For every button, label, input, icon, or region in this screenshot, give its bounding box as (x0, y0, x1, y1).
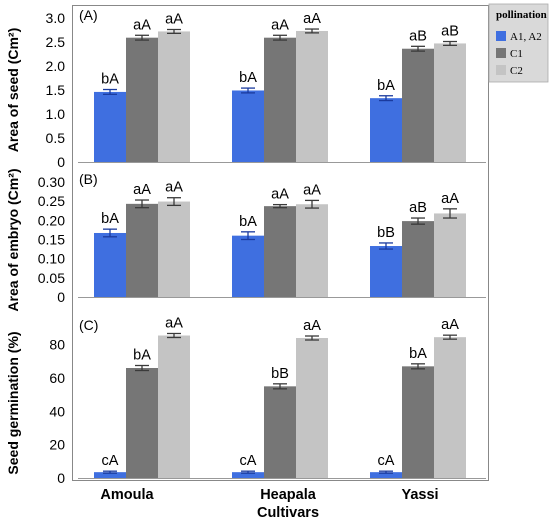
legend-swatch-c2 (496, 65, 506, 75)
bar-c2-heapala (296, 204, 328, 297)
bar-a1a2-heapala (232, 235, 264, 297)
y-axis-label: Area of embryo (Cm²) (5, 168, 21, 311)
bar-c2-amoula (158, 201, 190, 297)
y-tick-label: 2.5 (46, 34, 66, 50)
bar-c1-heapala (264, 37, 296, 162)
data-label: cA (378, 453, 395, 469)
bar-a1a2-amoula (94, 232, 126, 297)
data-label: aA (441, 317, 459, 333)
bar-a1a2-heapala (232, 472, 264, 478)
data-label: bA (133, 348, 151, 364)
y-tick-label: 0.30 (38, 174, 65, 190)
data-label: aA (441, 191, 459, 207)
bar-c2-yassi (434, 43, 466, 162)
data-label: cA (102, 453, 119, 469)
data-label: aA (165, 316, 183, 332)
data-label: bA (239, 214, 257, 230)
bar-a1a2-yassi (370, 472, 402, 478)
y-tick-label: 40 (49, 403, 65, 419)
y-tick-label: 80 (49, 337, 65, 353)
bar-c1-yassi (402, 366, 434, 478)
y-tick-label: 0.05 (38, 270, 65, 286)
y-tick-label: 2.0 (46, 58, 66, 74)
category-label-amoula: Amoula (100, 487, 154, 503)
data-label: aA (133, 182, 151, 198)
data-label: aA (303, 11, 321, 27)
data-label: aA (271, 187, 289, 203)
panels: (A) Area of seed (Cm²) 0 0.5 1.0 1.5 2.0 2.5 3.0… (5, 7, 486, 486)
bar-c1-yassi (402, 48, 434, 162)
bar-c2-heapala (296, 338, 328, 478)
x-axis-title: Cultivars (257, 505, 319, 521)
data-label: bA (239, 70, 257, 86)
y-tick-label: 0.10 (38, 251, 65, 267)
bar-a1a2-heapala (232, 90, 264, 162)
y-tick-label: 1.5 (46, 82, 66, 98)
bar-a1a2-yassi (370, 246, 402, 297)
data-label: aA (303, 318, 321, 334)
y-axis-label: Area of seed (Cm²) (5, 28, 21, 152)
legend-swatch-a1a2 (496, 31, 506, 41)
legend-label-c1: C1 (510, 48, 523, 60)
y-tick-label: 60 (49, 370, 65, 386)
data-label: bA (409, 346, 427, 362)
y-tick-label: 1.0 (46, 106, 66, 122)
panel-3: (C) Seed germination (%) 0 20 40 60 80 cA cA cA bA… (5, 316, 486, 486)
bar-c1-amoula (126, 37, 158, 162)
bar-a1a2-yassi (370, 98, 402, 162)
y-tick-label: 0 (57, 289, 65, 305)
y-tick-label: 0 (57, 470, 65, 486)
panel-letter: (C) (79, 317, 98, 333)
y-tick-label: 20 (49, 437, 65, 453)
category-label-heapala: Heapala (260, 487, 317, 503)
bar-a1a2-amoula (94, 472, 126, 478)
data-label: aA (303, 182, 321, 198)
panel-2: (B) Area of embryo (Cm²) 0 0.05 0.10 0.15 0.20… (5, 168, 486, 312)
bar-c2-yassi (434, 213, 466, 297)
data-label: bB (377, 225, 395, 241)
y-tick-label: 0.20 (38, 212, 65, 228)
legend-label-a1a2: A1, A2 (510, 31, 542, 43)
legend: pollination A1, A2 C1 C2 (488, 3, 549, 83)
data-label: aB (409, 200, 427, 216)
y-tick-label: 3.0 (46, 10, 66, 26)
data-label: aA (271, 17, 289, 33)
bar-a1a2-amoula (94, 91, 126, 162)
category-label-yassi: Yassi (401, 487, 438, 503)
data-label: bA (101, 211, 119, 227)
bar-c2-amoula (158, 31, 190, 162)
bar-c2-heapala (296, 30, 328, 163)
panel-1: (A) Area of seed (Cm²) 0 0.5 1.0 1.5 2.0 2.5 3.0… (5, 7, 486, 170)
bar-c2-yassi (434, 337, 466, 478)
bar-c2-amoula (158, 335, 190, 478)
bar-c1-heapala (264, 386, 296, 478)
data-label: cA (240, 453, 257, 469)
legend-swatch-c1 (496, 48, 506, 58)
data-label: aB (409, 28, 427, 44)
y-tick-label: 0 (57, 154, 65, 170)
panel-letter: (A) (79, 7, 98, 23)
legend-title: pollination (496, 9, 547, 21)
bar-c1-amoula (126, 203, 158, 297)
data-label: aA (165, 12, 183, 28)
data-label: bB (271, 366, 289, 382)
bar-c1-amoula (126, 368, 158, 478)
y-tick-label: 0.5 (46, 130, 66, 146)
data-label: aB (441, 24, 459, 40)
data-label: bA (101, 72, 119, 88)
y-axis-label: Seed germination (%) (5, 331, 21, 474)
legend-label-c2: C2 (510, 65, 523, 77)
y-tick-label: 0.25 (38, 193, 65, 209)
bar-c1-yassi (402, 221, 434, 297)
data-label: bA (377, 78, 395, 94)
bar-c1-heapala (264, 206, 296, 297)
y-tick-label: 0.15 (38, 232, 65, 248)
panel-letter: (B) (79, 171, 98, 187)
data-label: aA (133, 17, 151, 33)
plot-frame (72, 5, 489, 481)
data-label: aA (165, 180, 183, 196)
